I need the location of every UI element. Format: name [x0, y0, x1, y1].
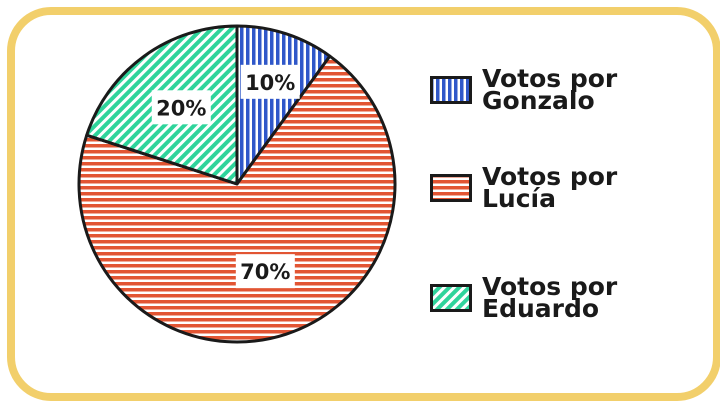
legend-entry-lucia: Votos por Lucía: [430, 162, 642, 213]
data-label-box-lucia: [235, 254, 295, 289]
data-label-lucia: 70%: [235, 254, 295, 289]
legend-label-lucia: Votos por Lucía: [482, 162, 618, 213]
legend-entry-gonzalo: Votos por Gonzalo: [430, 64, 642, 115]
legend-label-gonzalo: Votos por Gonzalo: [482, 64, 618, 115]
legend-swatch-gonzalo: [430, 76, 472, 104]
data-label-text-lucia: 70%: [240, 260, 290, 284]
legend-swatch-lucia: [430, 174, 472, 202]
legend-swatch-eduardo: [430, 284, 472, 312]
data-label-text-eduardo: 20%: [156, 96, 206, 120]
legend-label-eduardo: Votos por Eduardo: [482, 272, 618, 323]
data-label-gonzalo: 10%: [240, 64, 300, 99]
pie-slice-lucia: [77, 54, 397, 344]
data-label-box-gonzalo: [240, 64, 300, 99]
data-label-box-eduardo: [151, 90, 211, 125]
data-label-eduardo: 20%: [151, 90, 211, 125]
legend-entry-eduardo: Votos por Eduardo: [430, 272, 642, 323]
data-label-text-gonzalo: 10%: [245, 71, 295, 95]
